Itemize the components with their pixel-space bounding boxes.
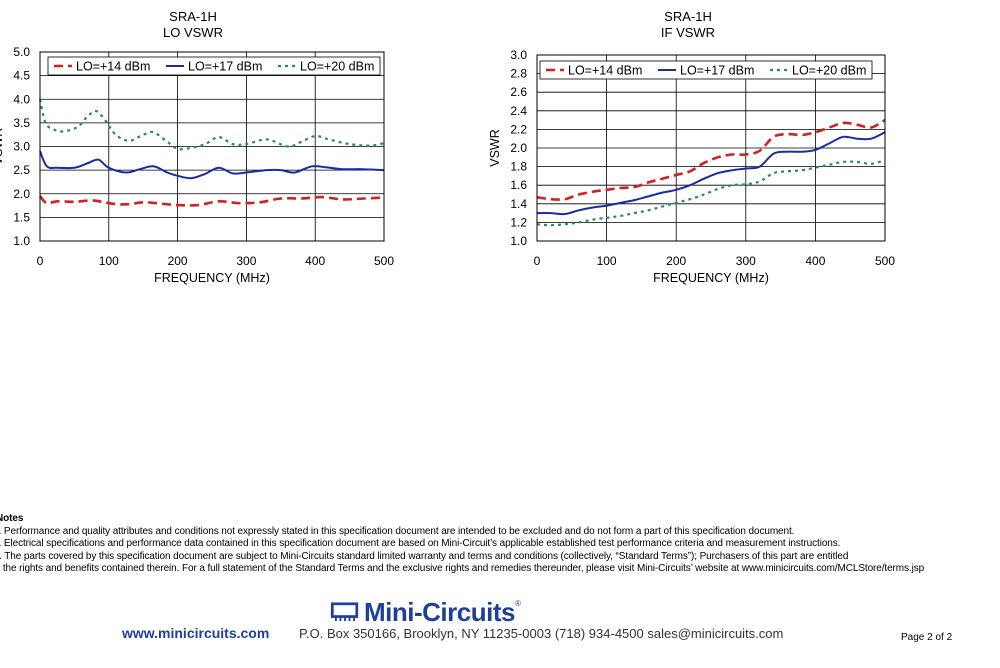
if-y-tick-label: 2.4 bbox=[510, 104, 527, 118]
notes-block: Notes A. Performance and quality attribu… bbox=[0, 513, 924, 576]
if-title-line1: SRA-1H bbox=[664, 9, 712, 24]
lo-y-tick-label: 3.0 bbox=[13, 140, 30, 154]
lo-series-line-1 bbox=[38, 195, 385, 207]
if-x-tick-label: 200 bbox=[666, 254, 686, 268]
lo-series-line-2 bbox=[39, 150, 385, 180]
if-title-line2: IF VSWR bbox=[660, 25, 716, 40]
if-legend-box bbox=[539, 60, 873, 80]
if-x-tick-label: 400 bbox=[805, 254, 825, 268]
lo-y-tick-label: 1.0 bbox=[13, 234, 30, 248]
lo-x-tick-label: 200 bbox=[168, 254, 188, 268]
lo-chart-title: SRA-1H LO VSWR bbox=[93, 9, 293, 41]
notes-heading: Notes bbox=[0, 513, 24, 524]
if-chart-title: SRA-1H IF VSWR bbox=[588, 9, 788, 41]
if-y-axis-label: VSWR bbox=[488, 129, 502, 167]
if-x-tick-label: 300 bbox=[736, 254, 756, 268]
lo-x-tick-label: 0 bbox=[37, 254, 44, 268]
if-y-tick-label: 1.6 bbox=[510, 178, 527, 192]
lo-legend-label-3: LO=+20 dBm bbox=[300, 60, 374, 74]
if-x-tick-label: 100 bbox=[597, 254, 617, 268]
if-y-tick-label: 2.8 bbox=[510, 67, 527, 81]
contact-info: P.O. Box 350166, Brooklyn, NY 11235-0003… bbox=[299, 626, 784, 641]
if-y-tick-label: 1.2 bbox=[510, 215, 527, 229]
if-plot-border bbox=[536, 54, 886, 242]
lo-y-tick-label: 4.0 bbox=[13, 92, 30, 106]
brand-registered-mark: ® bbox=[514, 599, 521, 608]
lo-y-tick-label: 4.5 bbox=[13, 69, 30, 83]
lo-x-tick-label: 300 bbox=[236, 254, 256, 268]
lo-y-tick-label: 2.0 bbox=[13, 187, 30, 201]
if-legend-label-3: LO=+20 dBm bbox=[792, 64, 866, 78]
if-y-tick-label: 1.4 bbox=[510, 197, 527, 211]
if-series-line-3 bbox=[536, 159, 886, 227]
note-c1: C. The parts covered by this specificati… bbox=[0, 550, 849, 562]
lo-y-tick-label: 3.5 bbox=[13, 116, 30, 130]
lo-y-axis-label: VSWR bbox=[0, 128, 5, 166]
if-y-tick-label: 2.6 bbox=[510, 85, 527, 99]
website-link[interactable]: www.minicircuits.com bbox=[122, 625, 270, 641]
lo-y-tick-label: 5.0 bbox=[13, 45, 30, 59]
if-legend-label-1: LO=+14 dBm bbox=[568, 64, 642, 78]
brand-name: Mini-Circuits bbox=[364, 596, 515, 627]
lo-x-axis-label: FREQUENCY (MHz) bbox=[154, 271, 270, 285]
lo-legend-box bbox=[47, 56, 381, 76]
lo-legend-label-1: LO=+14 dBm bbox=[76, 60, 150, 74]
lo-y-tick-label: 1.5 bbox=[13, 210, 30, 224]
if-x-tick-label: 0 bbox=[534, 254, 541, 268]
vswr-charts: 1.0 1.5 2.0 2.5 3.0 3.5 4.0 4.5 5.0 0 100 200 300 400… bbox=[0, 45, 895, 285]
if-legend-label-2: LO=+17 dBm bbox=[680, 64, 754, 78]
if-x-tick-label: 500 bbox=[875, 254, 895, 268]
if-series-line-2 bbox=[536, 131, 886, 216]
lo-title-line2: LO VSWR bbox=[163, 25, 223, 40]
chip-logo-icon bbox=[330, 602, 359, 622]
lo-series-line-3 bbox=[38, 99, 385, 151]
lo-legend-label-2: LO=+17 dBm bbox=[188, 60, 262, 74]
if-y-tick-label: 2.0 bbox=[510, 141, 527, 155]
if-series-line-1 bbox=[536, 118, 886, 201]
lo-y-tick-label: 2.5 bbox=[13, 163, 30, 177]
if-y-tick-label: 3.0 bbox=[510, 48, 527, 62]
if-y-tick-label: 1.0 bbox=[510, 234, 527, 248]
lo-title-line1: SRA-1H bbox=[169, 9, 217, 24]
lo-plot-border bbox=[39, 51, 385, 242]
lo-x-tick-label: 400 bbox=[305, 254, 325, 268]
mini-circuits-logo: Mini-Circuits ® bbox=[330, 597, 521, 627]
if-y-tick-label: 1.8 bbox=[510, 160, 527, 174]
note-c2: to the rights and benefits contained the… bbox=[0, 563, 925, 574]
page-number: Page 2 of 2 bbox=[901, 632, 953, 643]
lo-x-tick-label: 500 bbox=[374, 254, 394, 268]
note-b: B. Electrical specifications and perform… bbox=[0, 538, 841, 549]
lo-x-tick-label: 100 bbox=[99, 254, 119, 268]
if-x-axis-label: FREQUENCY (MHz) bbox=[653, 271, 769, 285]
if-y-tick-label: 2.2 bbox=[510, 122, 527, 136]
note-a: A. Performance and quality attributes an… bbox=[0, 525, 795, 537]
